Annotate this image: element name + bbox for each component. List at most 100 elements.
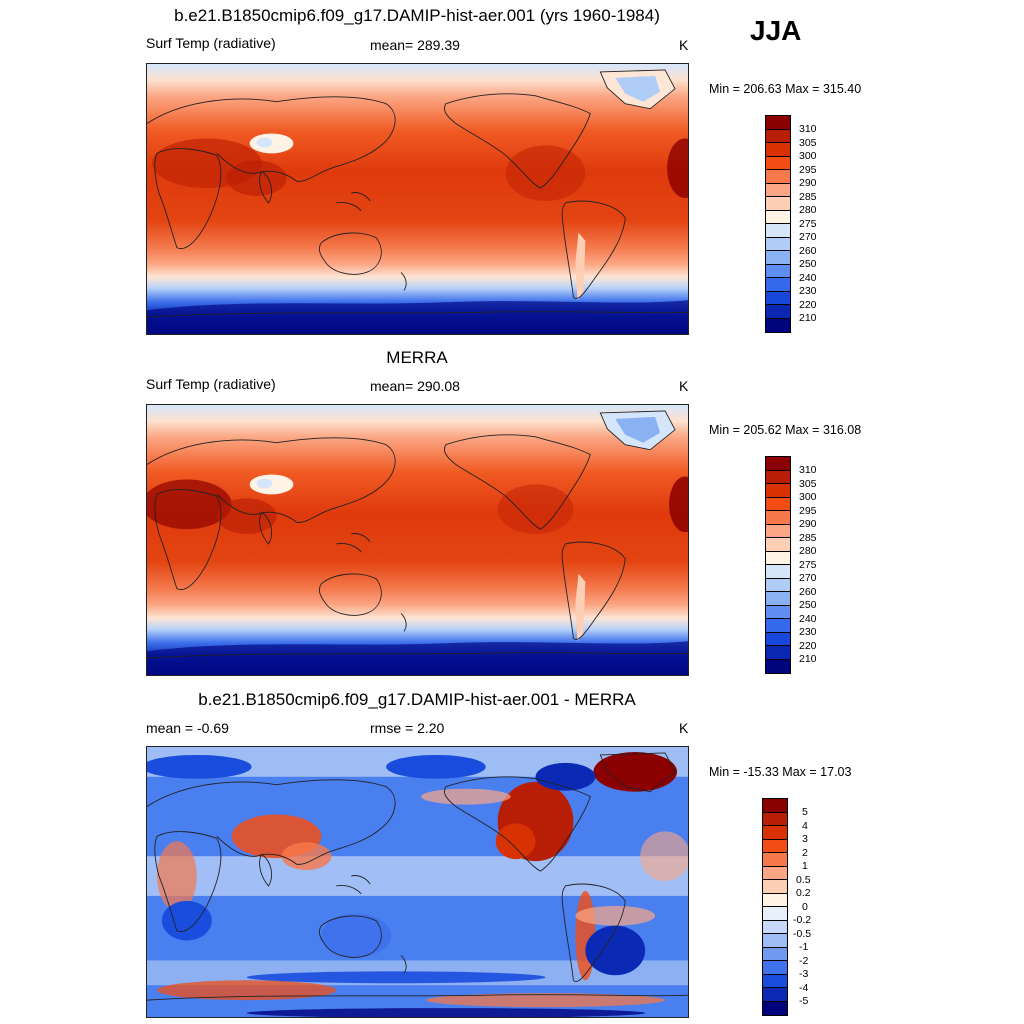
colorbar-label: -5: [799, 995, 809, 1007]
temperature-map: [146, 404, 689, 676]
colorbar-swatch: [763, 866, 787, 880]
colorbar-label: 0: [802, 900, 808, 913]
colorbar-swatch: [766, 210, 790, 224]
colorbar-swatch: [763, 812, 787, 826]
colorbar-label: 285: [799, 531, 817, 544]
colorbar-label: 275: [799, 558, 817, 571]
colorbar-label: 270: [799, 231, 817, 243]
colorbar-label: 2: [802, 846, 808, 859]
colorbar-swatch: [763, 893, 787, 907]
colorbar-swatch: [766, 305, 790, 319]
colorbar-label: 230: [799, 285, 817, 297]
colorbar-swatch: [766, 170, 790, 184]
colorbar-label: 300: [799, 150, 817, 162]
colorbar-label: 210: [799, 653, 817, 665]
panel-left-label: Surf Temp (radiative): [146, 376, 276, 392]
panel-center-label: mean= 289.39: [370, 37, 460, 53]
colorbar-swatch: [766, 129, 790, 143]
colorbar-swatch: [766, 318, 790, 332]
colorbar-label: 290: [799, 518, 817, 530]
colorbar-swatch: [766, 646, 790, 660]
panel-title: b.e21.B1850cmip6.f09_g17.DAMIP-hist-aer.…: [174, 6, 660, 25]
colorbar-swatch: [766, 264, 790, 278]
colorbar-label: 0.2: [796, 887, 811, 899]
colorbar-label: 230: [799, 626, 817, 638]
colorbar-label: 300: [799, 491, 817, 503]
colorbar-label: -0.5: [793, 927, 812, 940]
colorbar-swatch: [766, 484, 790, 498]
colorbar-label: 250: [799, 599, 817, 611]
colorbar-swatch: [766, 659, 790, 673]
colorbar-swatch: [763, 988, 787, 1002]
panel-center-label: rmse = 2.20: [370, 720, 445, 736]
colorbar-swatch: [766, 278, 790, 292]
colorbar-swatch: [766, 592, 790, 606]
colorbar-label: -1: [799, 941, 809, 953]
colorbar-label: 305: [799, 477, 817, 490]
colorbar-label: 250: [799, 258, 817, 270]
colorbar-swatch: [766, 497, 790, 511]
panel-minmax: Min = 205.62 Max = 316.08: [709, 423, 862, 437]
colorbar: [765, 115, 791, 333]
colorbar: [765, 456, 791, 674]
colorbar-label: 310: [799, 123, 817, 135]
colorbar-swatch: [763, 799, 787, 813]
colorbar-swatch: [766, 156, 790, 170]
colorbar-label: -3: [799, 968, 809, 980]
difference-map: [146, 746, 689, 1018]
colorbar-swatch: [766, 511, 790, 525]
panel-title: MERRA: [386, 348, 448, 367]
colorbar-swatch: [766, 251, 790, 265]
colorbar-swatch: [766, 143, 790, 157]
colorbar-label: -4: [799, 981, 809, 994]
colorbar-label: 280: [799, 204, 817, 216]
colorbar-label: -0.2: [793, 914, 812, 926]
colorbar-label: 305: [799, 136, 817, 149]
colorbar-swatch: [766, 605, 790, 619]
colorbar-swatch: [766, 632, 790, 646]
colorbar-swatch: [766, 565, 790, 579]
colorbar-swatch: [766, 237, 790, 251]
colorbar-label: 290: [799, 177, 817, 189]
colorbar-label: 5: [802, 806, 808, 818]
colorbar-swatch: [763, 934, 787, 948]
colorbar: [762, 798, 788, 1016]
colorbar-label: 240: [799, 271, 817, 284]
map-field: [147, 747, 688, 1017]
panel-units: K: [679, 37, 689, 53]
panel-units: K: [679, 378, 689, 394]
colorbar-swatch: [766, 224, 790, 238]
colorbar-swatch: [763, 961, 787, 975]
colorbar-swatch: [763, 826, 787, 840]
panel-title: b.e21.B1850cmip6.f09_g17.DAMIP-hist-aer.…: [198, 690, 636, 709]
colorbar-label: 240: [799, 612, 817, 625]
colorbar-label: 275: [799, 217, 817, 230]
colorbar-label: -2: [799, 954, 809, 967]
colorbar-swatch: [766, 538, 790, 552]
colorbar-swatch: [766, 291, 790, 305]
colorbar-label: 3: [802, 833, 808, 845]
colorbar-swatch: [766, 197, 790, 211]
colorbar-swatch: [763, 880, 787, 894]
panel-left-label: mean = -0.69: [146, 720, 229, 736]
panel-minmax: Min = 206.63 Max = 315.40: [709, 82, 862, 96]
colorbar-swatch: [763, 920, 787, 934]
colorbar-label: 270: [799, 572, 817, 584]
colorbar-label: 260: [799, 244, 817, 257]
colorbar-swatch: [763, 907, 787, 921]
colorbar-label: 1: [802, 860, 808, 872]
map-field: [147, 405, 688, 675]
colorbar-swatch: [763, 839, 787, 853]
colorbar-swatch: [766, 470, 790, 484]
colorbar-swatch: [763, 1001, 787, 1015]
colorbar-label: 295: [799, 504, 817, 517]
panel-minmax: Min = -15.33 Max = 17.03: [709, 765, 852, 779]
colorbar-label: 280: [799, 545, 817, 557]
colorbar-swatch: [766, 619, 790, 633]
colorbar-label: 220: [799, 639, 817, 652]
colorbar-label: 260: [799, 585, 817, 598]
colorbar-swatch: [763, 853, 787, 867]
colorbar-swatch: [766, 116, 790, 130]
panel-left-label: Surf Temp (radiative): [146, 35, 276, 51]
colorbar-label: 220: [799, 298, 817, 311]
